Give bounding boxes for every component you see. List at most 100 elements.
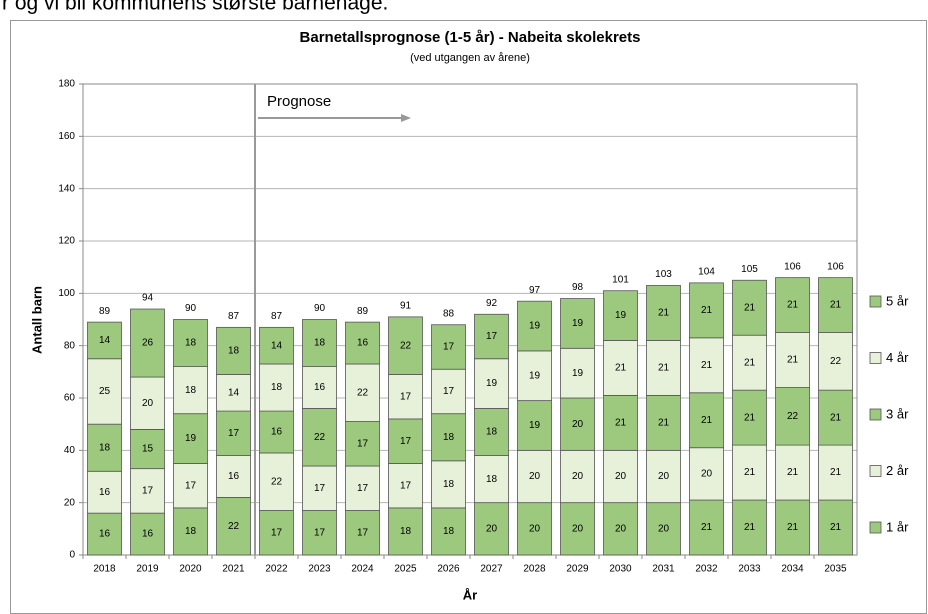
- bar-segment: [345, 321, 380, 365]
- bar-segment: [388, 463, 423, 509]
- bar-segment: [603, 502, 638, 556]
- value-label: 17: [357, 438, 369, 449]
- value-label: 20: [572, 471, 584, 482]
- y-tick-label: 100: [58, 288, 75, 299]
- bar-segment: [259, 326, 294, 365]
- value-label: 20: [572, 523, 584, 534]
- total-label: 94: [142, 293, 154, 304]
- value-label: 21: [658, 363, 670, 374]
- bar-segment: [302, 465, 337, 511]
- bar-segment: [646, 394, 681, 451]
- value-label: 22: [830, 356, 842, 367]
- bar-segment: [431, 507, 466, 556]
- value-label: 21: [658, 308, 670, 319]
- legend-swatch: [869, 408, 882, 421]
- total-label: 105: [741, 264, 758, 275]
- value-label: 21: [744, 522, 756, 533]
- bar-segment: [775, 499, 810, 556]
- y-axis-label: Antall barn: [29, 286, 44, 354]
- value-label: 16: [357, 338, 369, 349]
- bar-segment: [130, 428, 165, 470]
- y-tick-label: 140: [58, 183, 75, 194]
- bar-segment: [560, 397, 595, 451]
- bar-segment: [646, 340, 681, 396]
- y-tick-label: 0: [69, 550, 75, 561]
- value-label: 18: [400, 526, 412, 537]
- bar-segment: [732, 444, 767, 501]
- value-label: 18: [271, 382, 283, 393]
- bar-segment: [818, 389, 853, 446]
- legend-label: 3 år: [886, 406, 909, 421]
- value-label: 21: [658, 417, 670, 428]
- bar-segment: [474, 358, 509, 409]
- value-label: 21: [701, 305, 713, 316]
- x-tick-label: 2023: [308, 564, 331, 575]
- value-label: 20: [615, 523, 627, 534]
- total-label: 92: [486, 298, 498, 309]
- bar-segment: [646, 502, 681, 556]
- value-label: 18: [443, 432, 455, 443]
- value-label: 22: [314, 432, 326, 443]
- bar-segment: [388, 418, 423, 464]
- value-label: 19: [529, 420, 541, 431]
- bar-segment: [216, 374, 251, 412]
- value-label: 20: [529, 523, 541, 534]
- annotation: Prognose: [267, 93, 331, 110]
- value-label: 17: [400, 391, 412, 402]
- bar-segment: [818, 499, 853, 556]
- y-tick-label: 80: [64, 340, 76, 351]
- value-label: 16: [99, 529, 111, 540]
- value-label: 18: [486, 474, 498, 485]
- bar-segment: [431, 368, 466, 415]
- legend-swatch: [869, 521, 882, 534]
- arrow-head: [401, 114, 411, 122]
- value-label: 19: [572, 318, 584, 329]
- value-label: 18: [486, 427, 498, 438]
- x-tick-label: 2020: [179, 564, 202, 575]
- bar-segment: [689, 447, 724, 501]
- legend-swatch: [869, 465, 882, 477]
- value-label: 20: [701, 469, 713, 480]
- value-label: 18: [185, 338, 197, 349]
- value-label: 21: [744, 357, 756, 368]
- value-label: 19: [529, 370, 541, 381]
- x-tick-label: 2031: [652, 564, 675, 575]
- bar-segment: [87, 423, 122, 472]
- bar-segment: [302, 319, 337, 367]
- value-label: 16: [228, 471, 240, 482]
- bar-segment: [259, 363, 294, 412]
- bar-segment: [603, 394, 638, 451]
- bar-segment: [216, 497, 251, 556]
- value-label: 17: [185, 480, 197, 491]
- value-label: 22: [228, 521, 240, 532]
- y-tick-label: 120: [58, 236, 75, 247]
- value-label: 21: [830, 300, 842, 311]
- legend-label: 2 år: [886, 463, 909, 478]
- legend-label: 1 år: [886, 519, 909, 534]
- value-label: 19: [529, 321, 541, 332]
- bar-segment: [646, 285, 681, 341]
- value-label: 22: [400, 340, 412, 351]
- value-label: 14: [271, 340, 283, 351]
- y-tick-label: 60: [64, 393, 76, 404]
- bar-segment: [259, 510, 294, 556]
- x-tick-label: 2019: [136, 564, 159, 575]
- bar-segment: [87, 321, 122, 360]
- value-label: 16: [99, 487, 111, 498]
- value-label: 21: [787, 300, 799, 311]
- x-tick-label: 2032: [695, 564, 718, 575]
- value-label: 21: [615, 363, 627, 374]
- bar-segment: [130, 512, 165, 556]
- chart-subtitle: (ved utgangen av årene): [410, 52, 530, 64]
- bar-segment: [775, 387, 810, 446]
- value-label: 18: [228, 346, 240, 357]
- bar-segment: [517, 350, 552, 402]
- value-label: 20: [486, 523, 498, 534]
- x-tick-label: 2027: [480, 564, 503, 575]
- value-label: 22: [271, 476, 283, 487]
- legend-label: 4 år: [886, 350, 909, 365]
- bar-segment: [689, 392, 724, 449]
- bar-segment: [732, 499, 767, 556]
- value-label: 20: [615, 471, 627, 482]
- y-tick-label: 180: [58, 79, 75, 90]
